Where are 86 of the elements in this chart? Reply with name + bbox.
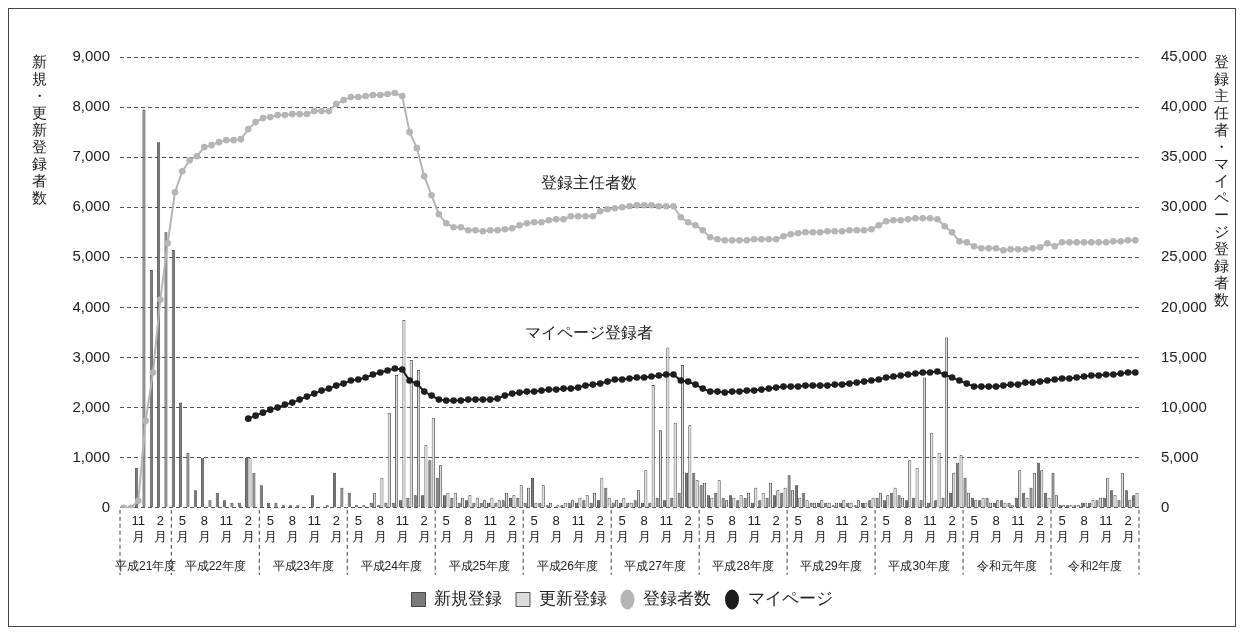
annotation: マイページ登録者 <box>524 324 653 342</box>
x-tick-label: 5月 <box>175 513 189 544</box>
y2-tick-label: 45,000 <box>1161 47 1207 65</box>
x-tick-label: 11月 <box>131 513 146 544</box>
x-tick-label: 5月 <box>703 513 717 544</box>
x-tick-label: 2月 <box>241 513 255 544</box>
legend-label: マイページ <box>747 589 833 609</box>
x-tick-label: 8月 <box>197 513 211 544</box>
y-tick-label: 8,000 <box>72 97 110 115</box>
annotation: 登録主任者数 <box>540 173 637 191</box>
y-tick-label: 1,000 <box>72 447 110 465</box>
y2-tick-label: 20,000 <box>1161 297 1207 315</box>
x-tick-label: 2月 <box>417 513 431 544</box>
text: 平成27年度 <box>624 559 686 574</box>
x-tick-label: 2月 <box>857 513 871 544</box>
text: 平成26年度 <box>536 559 598 574</box>
x-tick-label: 5月 <box>791 513 805 544</box>
x-tick-label: 8月 <box>285 513 299 544</box>
x-tick-label: 8月 <box>725 513 739 544</box>
x-tick-label: 2月 <box>153 513 167 544</box>
text: 平成28年度 <box>712 559 774 574</box>
x-tick-label: 11月 <box>747 513 761 544</box>
legend-label: 更新登録 <box>538 589 607 609</box>
y2-tick-label: 35,000 <box>1161 147 1207 165</box>
y2-tick-label: 25,000 <box>1161 247 1207 265</box>
y2-tick-label: 40,000 <box>1161 97 1207 115</box>
y-tick-label: 9,000 <box>72 47 110 65</box>
x-tick-label: 2月 <box>945 513 959 544</box>
x-tick-label: 5月 <box>351 513 365 544</box>
y-tick-label: 5,000 <box>72 247 110 265</box>
x-tick-label: 5月 <box>527 513 541 544</box>
y-tick-label: 0 <box>101 497 110 515</box>
x-tick-label: 8月 <box>549 513 563 544</box>
x-tick-label: 11月 <box>1099 513 1113 544</box>
x-tick-label: 5月 <box>967 513 981 544</box>
x-tick-label: 8月 <box>373 513 387 544</box>
x-tick-label: 5月 <box>263 513 277 544</box>
text: 平成25年度 <box>448 559 510 574</box>
y2-tick-label: 5,000 <box>1161 447 1199 465</box>
x-tick-label: 8月 <box>989 513 1003 544</box>
legend-label: 登録者数 <box>643 589 711 609</box>
x-tick-label: 8月 <box>813 513 827 544</box>
x-tick-label: 11月 <box>395 513 409 544</box>
x-tick-label: 11月 <box>483 513 497 544</box>
text: 平成30年度 <box>888 559 950 574</box>
text: 令和元年度 <box>977 559 1038 574</box>
text: 登録主任者・マイページ登録者数 <box>1213 52 1229 308</box>
y2-tick-label: 15,000 <box>1161 347 1207 365</box>
x-tick-label: 5月 <box>615 513 629 544</box>
y-tick-label: 3,000 <box>72 347 110 365</box>
x-tick-label: 8月 <box>1077 513 1091 544</box>
x-tick-label: 2月 <box>1033 513 1047 544</box>
y-tick-label: 4,000 <box>72 297 110 315</box>
y-tick-label: 7,000 <box>72 147 110 165</box>
x-tick-label: 2月 <box>593 513 607 544</box>
x-tick-label: 2月 <box>681 513 695 544</box>
text: 平成21年度 <box>114 559 177 574</box>
x-tick-label: 8月 <box>461 513 475 544</box>
text: 平成22年度 <box>184 559 246 574</box>
text: 令和2年度 <box>1067 559 1123 574</box>
x-tick-label: 11月 <box>835 513 849 544</box>
x-tick-label: 2月 <box>769 513 783 544</box>
x-tick-label: 5月 <box>439 513 453 544</box>
x-tick-label: 11月 <box>923 513 937 544</box>
x-tick-label: 8月 <box>901 513 915 544</box>
y-tick-label: 2,000 <box>72 397 110 415</box>
text: 平成23年度 <box>272 559 334 574</box>
y-tick-label: 6,000 <box>72 197 110 215</box>
x-tick-label: 5月 <box>1055 513 1069 544</box>
x-tick-label: 11月 <box>571 513 585 544</box>
y2-tick-label: 10,000 <box>1161 397 1207 415</box>
y2-tick-label: 30,000 <box>1161 197 1207 215</box>
y2-tick-label: 0 <box>1161 497 1170 515</box>
text: 平成29年度 <box>800 559 862 574</box>
x-tick-label: 5月 <box>879 513 893 544</box>
text: 新規・更新登録者数 <box>31 52 47 206</box>
x-tick-label: 8月 <box>637 513 651 544</box>
text: 平成24年度 <box>360 559 422 574</box>
legend-label: 新規登録 <box>434 589 502 609</box>
x-tick-label: 11月 <box>1011 513 1025 544</box>
x-tick-label: 11月 <box>307 513 322 544</box>
x-tick-label: 11月 <box>219 513 234 544</box>
x-tick-label: 2月 <box>1121 513 1135 544</box>
x-tick-label: 2月 <box>329 513 343 544</box>
x-tick-label: 2月 <box>505 513 519 544</box>
x-tick-label: 11月 <box>659 513 673 544</box>
